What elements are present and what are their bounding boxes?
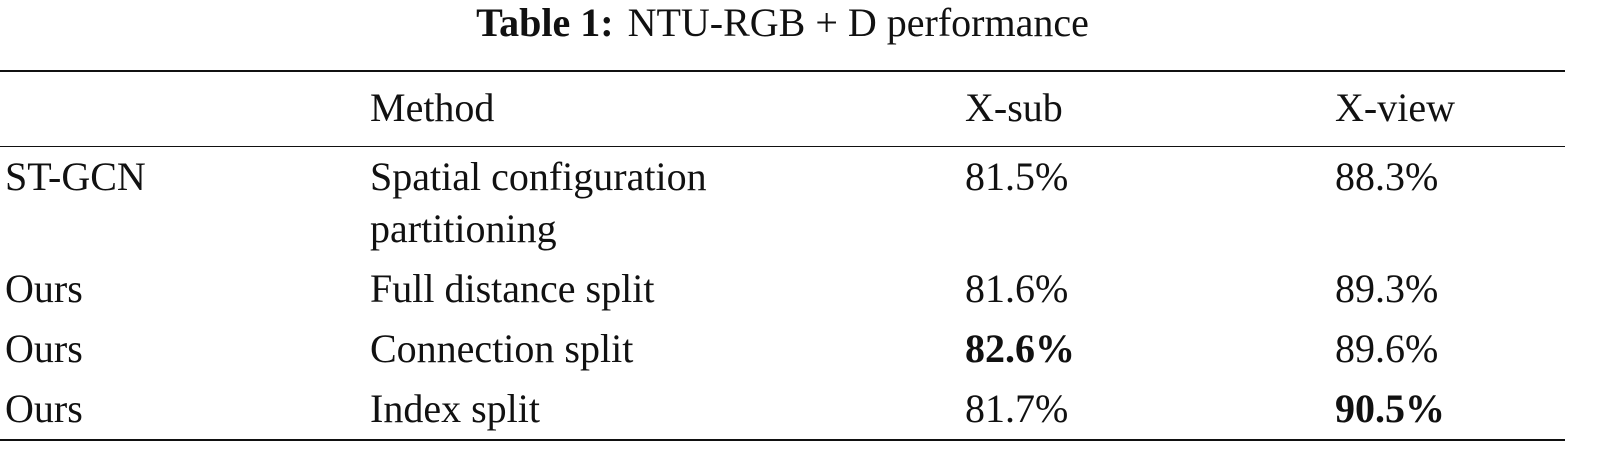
cell: 81.5%: [965, 154, 1069, 199]
cell: 88.3%: [1335, 154, 1439, 199]
cell: ST-GCN: [5, 154, 146, 199]
table-caption: Table 1: NTU-RGB + D performance: [0, 0, 1565, 46]
table-row: Ours Full distance split 81.6% 89.3%: [0, 259, 1565, 319]
table-row: ST-GCN Spatial configuration partitionin…: [0, 147, 1565, 260]
header-row: Method X-sub X-view: [0, 71, 1565, 147]
header-cell: X-sub: [960, 71, 1330, 147]
table-body: ST-GCN Spatial configuration partitionin…: [0, 147, 1565, 441]
cell: Full distance split: [370, 266, 655, 311]
cell: 81.7%: [965, 386, 1069, 431]
cell-best: 82.6%: [965, 326, 1075, 371]
table-row: Ours Index split 81.7% 90.5%: [0, 379, 1565, 440]
table-header: Method X-sub X-view: [0, 71, 1565, 147]
cell-best: 90.5%: [1335, 386, 1445, 431]
cell: 89.3%: [1335, 266, 1439, 311]
caption-text: NTU-RGB + D performance: [627, 0, 1089, 45]
table-row: Ours Connection split 82.6% 89.6%: [0, 319, 1565, 379]
caption-label: Table 1:: [476, 0, 614, 45]
cell: Ours: [5, 326, 83, 371]
header-cell: Method: [365, 71, 960, 147]
results-table: Method X-sub X-view ST-GCN Spatial confi…: [0, 70, 1565, 441]
cell-text: Spatial configuration partitioning: [370, 154, 707, 251]
cell: 89.6%: [1335, 326, 1439, 371]
cell: Ours: [5, 266, 83, 311]
cell: Ours: [5, 386, 83, 431]
header-cell: X-view: [1330, 71, 1565, 147]
cell: Connection split: [370, 326, 634, 371]
cell: 81.6%: [965, 266, 1069, 311]
cell: Index split: [370, 386, 540, 431]
cell: Spatial configuration partitioning: [365, 147, 960, 260]
header-cell: [0, 71, 365, 147]
